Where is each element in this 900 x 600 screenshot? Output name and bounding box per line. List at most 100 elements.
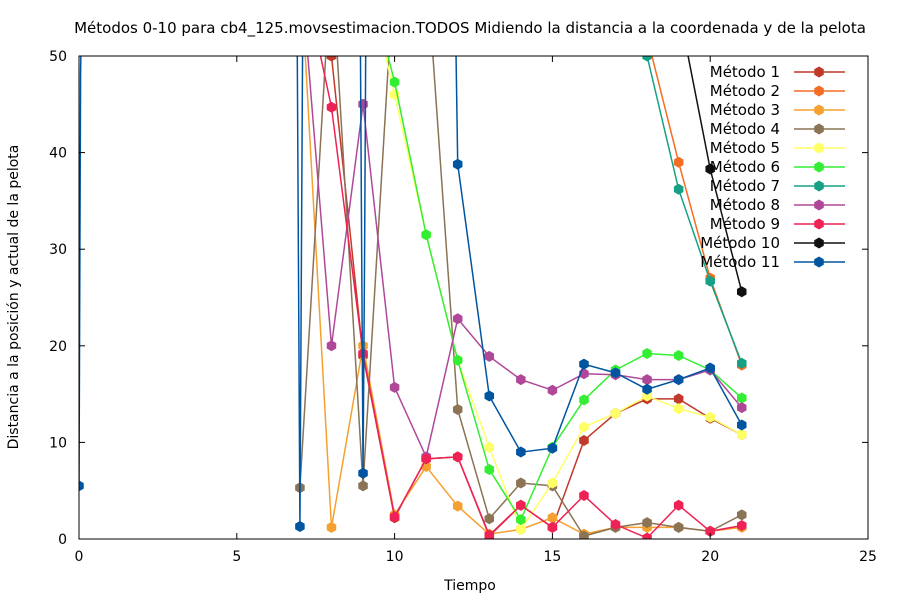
- data-point: [737, 286, 747, 298]
- data-point: [516, 523, 526, 535]
- data-point: [642, 56, 652, 62]
- data-point: [326, 340, 337, 352]
- data-point: [484, 390, 495, 402]
- y-tick-label: 30: [49, 242, 67, 258]
- legend-marker: [814, 66, 824, 78]
- data-point: [610, 407, 621, 419]
- series-9: [319, 56, 747, 539]
- legend-label: Método 1: [710, 63, 780, 81]
- legend-item: Método 9: [710, 215, 845, 233]
- x-axis-label: Tiempo: [443, 578, 496, 594]
- data-point: [295, 520, 305, 532]
- data-point: [326, 521, 337, 533]
- legend-marker: [814, 237, 824, 249]
- data-point: [705, 362, 715, 374]
- data-point: [516, 446, 526, 458]
- data-point: [579, 358, 589, 370]
- data-point: [516, 499, 526, 511]
- data-point: [547, 512, 558, 524]
- data-point: [326, 56, 337, 62]
- data-point: [547, 521, 558, 533]
- y-tick-label: 20: [49, 339, 67, 355]
- legend-label: Método 8: [710, 196, 780, 214]
- data-point: [547, 477, 558, 489]
- legend-label: Método 4: [710, 120, 780, 138]
- data-point: [516, 514, 526, 526]
- data-point: [737, 357, 747, 369]
- x-tick-label: 5: [232, 549, 241, 565]
- legend-marker: [814, 161, 824, 173]
- data-point: [673, 521, 684, 533]
- data-point: [579, 490, 589, 502]
- legend-item: Método 7: [710, 177, 845, 195]
- data-point: [673, 403, 684, 415]
- data-point: [673, 183, 684, 195]
- data-point: [705, 163, 715, 175]
- data-point: [516, 374, 526, 386]
- data-point: [610, 367, 621, 379]
- legend-item: Método 4: [710, 120, 845, 138]
- data-point: [579, 394, 589, 406]
- data-point: [737, 419, 747, 431]
- y-tick-label: 50: [49, 49, 67, 65]
- legend-label: Método 11: [700, 253, 780, 271]
- series-1: [326, 56, 747, 539]
- data-point: [547, 442, 558, 454]
- legend-marker: [814, 104, 824, 116]
- data-point: [326, 101, 337, 113]
- data-point: [673, 349, 684, 361]
- data-point: [452, 354, 463, 366]
- y-tick-label: 10: [49, 435, 67, 451]
- series-3: [304, 56, 747, 539]
- data-point: [642, 383, 652, 395]
- data-point: [452, 313, 463, 325]
- legend-label: Método 5: [710, 139, 780, 157]
- legend-item: Método 1: [710, 63, 845, 81]
- data-point: [642, 517, 652, 529]
- data-point: [484, 513, 495, 525]
- data-point: [358, 467, 368, 479]
- y-tick-label: 0: [58, 532, 67, 548]
- data-point: [642, 348, 652, 360]
- legend-marker: [814, 85, 824, 97]
- legend-item: Método 6: [710, 158, 845, 176]
- legend-marker: [814, 180, 824, 192]
- data-point: [737, 392, 747, 404]
- data-point: [705, 275, 715, 287]
- data-point: [737, 402, 747, 414]
- plot-frame: [78, 55, 869, 540]
- data-point: [673, 156, 684, 168]
- y-axis-label: Distancia a la posición y actual de la p…: [6, 145, 22, 450]
- data-point: [421, 453, 431, 465]
- data-point: [452, 500, 463, 512]
- x-tick-label: 15: [543, 549, 561, 565]
- data-point: [484, 463, 495, 475]
- legend-marker: [814, 256, 824, 268]
- data-point: [705, 411, 715, 423]
- legend-label: Método 6: [710, 158, 780, 176]
- series-11: [79, 56, 747, 532]
- legend-label: Método 9: [710, 215, 780, 233]
- data-point: [579, 530, 589, 539]
- ticks-layer: 0 5 10 15 20 25 0 10 20 30 40 50: [49, 49, 877, 565]
- data-point: [358, 98, 368, 110]
- legend-item: Método 5: [710, 139, 845, 157]
- series-8: [307, 56, 747, 463]
- y-tick-label: 40: [49, 146, 67, 162]
- legend-item: Método 3: [710, 101, 845, 119]
- x-tick-label: 20: [701, 549, 719, 565]
- chart-title: Métodos 0-10 para cb4_125.movsestimacion…: [74, 19, 866, 38]
- data-point: [421, 229, 431, 241]
- legend-label: Método 3: [710, 101, 780, 119]
- series-5: [384, 56, 747, 535]
- data-point: [673, 393, 684, 405]
- data-point: [579, 434, 589, 446]
- legend-marker: [814, 218, 824, 230]
- data-point: [358, 480, 368, 492]
- data-point: [389, 511, 400, 523]
- data-point: [79, 480, 84, 492]
- legend-item: Método 8: [710, 196, 845, 214]
- legend-marker: [814, 123, 824, 135]
- data-point: [452, 451, 463, 463]
